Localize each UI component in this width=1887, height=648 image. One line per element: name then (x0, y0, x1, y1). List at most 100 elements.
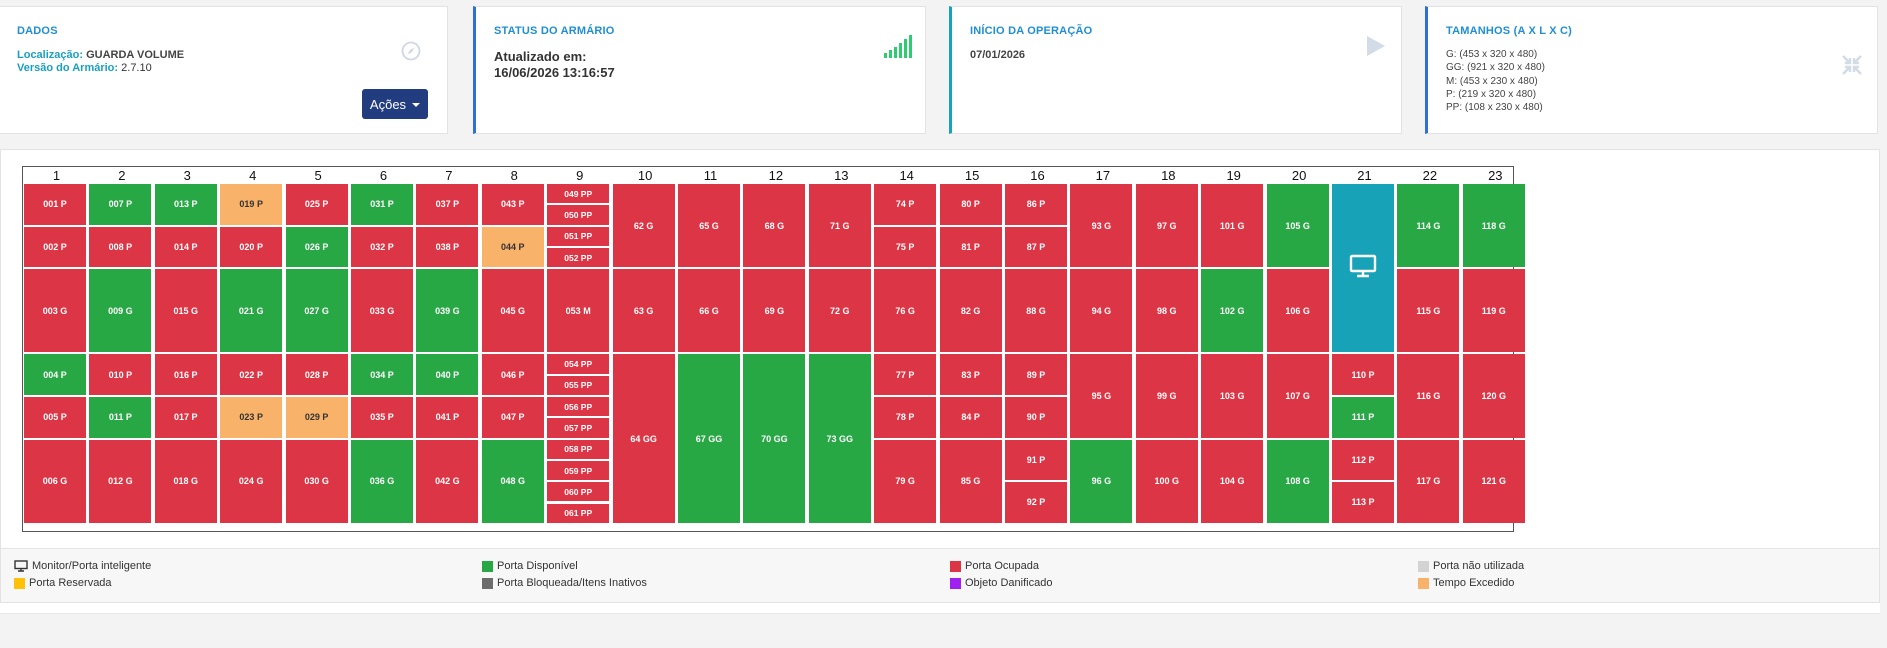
locker-door[interactable]: 98 G (1135, 269, 1198, 353)
locker-door[interactable]: 010 P (89, 354, 152, 395)
locker-door[interactable]: 017 P (154, 397, 217, 438)
locker-door[interactable]: 91 P (1005, 439, 1067, 481)
locker-door[interactable]: 054 PP (547, 354, 610, 374)
locker-door[interactable]: 031 P (351, 184, 413, 225)
locker-door[interactable]: 056 PP (547, 397, 610, 417)
locker-door[interactable]: 75 P (874, 226, 937, 268)
locker-door[interactable]: 101 G (1201, 184, 1264, 268)
locker-door[interactable]: 004 P (24, 354, 86, 395)
locker-door[interactable]: 87 P (1005, 226, 1067, 268)
locker-door[interactable]: 040 P (416, 354, 479, 395)
locker-door[interactable]: 039 G (416, 269, 479, 353)
locker-door[interactable]: 121 G (1462, 439, 1525, 523)
locker-door[interactable]: 72 G (808, 269, 871, 353)
locker-door[interactable]: 93 G (1070, 184, 1133, 268)
locker-door[interactable]: 050 PP (547, 205, 610, 225)
locker-door[interactable]: 008 P (89, 226, 152, 268)
locker-door[interactable]: 86 P (1005, 184, 1067, 225)
locker-door[interactable]: 113 P (1332, 482, 1394, 523)
locker-door[interactable]: 89 P (1005, 354, 1067, 395)
locker-door[interactable]: 006 G (24, 439, 86, 523)
locker-door[interactable]: 70 GG (743, 354, 806, 523)
locker-door[interactable]: 104 G (1201, 439, 1264, 523)
locker-door[interactable]: 041 P (416, 397, 479, 438)
locker-door[interactable]: 107 G (1266, 354, 1329, 438)
locker-door[interactable]: 64 GG (612, 354, 675, 523)
locker-door[interactable]: 85 G (939, 439, 1002, 523)
locker-door[interactable]: 110 P (1332, 354, 1394, 395)
locker-door[interactable]: 90 P (1005, 397, 1067, 438)
locker-door[interactable]: 78 P (874, 397, 937, 438)
locker-door[interactable]: 020 P (220, 226, 283, 268)
locker-door[interactable]: 028 P (285, 354, 348, 395)
locker-door[interactable]: 103 G (1201, 354, 1264, 438)
locker-door[interactable]: 120 G (1462, 354, 1525, 438)
locker-door[interactable]: 96 G (1070, 439, 1133, 523)
monitor-door[interactable] (1332, 184, 1394, 353)
locker-door[interactable]: 032 P (351, 226, 413, 268)
locker-door[interactable]: 025 P (285, 184, 348, 225)
locker-door[interactable]: 016 P (154, 354, 217, 395)
locker-door[interactable]: 042 G (416, 439, 479, 523)
locker-door[interactable]: 002 P (24, 226, 86, 268)
locker-door[interactable]: 034 P (351, 354, 413, 395)
locker-door[interactable]: 052 PP (547, 247, 610, 268)
locker-door[interactable]: 027 G (285, 269, 348, 353)
locker-door[interactable]: 048 G (481, 439, 544, 523)
locker-door[interactable]: 046 P (481, 354, 544, 395)
locker-door[interactable]: 65 G (678, 184, 740, 268)
locker-door[interactable]: 014 P (154, 226, 217, 268)
locker-door[interactable]: 019 P (220, 184, 283, 225)
locker-door[interactable]: 82 G (939, 269, 1002, 353)
locker-door[interactable]: 044 P (481, 226, 544, 268)
locker-door[interactable]: 047 P (481, 397, 544, 438)
locker-door[interactable]: 114 G (1397, 184, 1460, 268)
locker-door[interactable]: 049 PP (547, 184, 610, 204)
actions-button[interactable]: Ações (362, 89, 428, 119)
locker-door[interactable]: 059 PP (547, 460, 610, 481)
locker-door[interactable]: 68 G (743, 184, 806, 268)
locker-door[interactable]: 045 G (481, 269, 544, 353)
locker-door[interactable]: 009 G (89, 269, 152, 353)
locker-door[interactable]: 003 G (24, 269, 86, 353)
locker-door[interactable]: 105 G (1266, 184, 1329, 268)
locker-door[interactable]: 007 P (89, 184, 152, 225)
locker-door[interactable]: 116 G (1397, 354, 1460, 438)
locker-door[interactable]: 043 P (481, 184, 544, 225)
locker-door[interactable]: 67 GG (678, 354, 740, 523)
locker-door[interactable]: 83 P (939, 354, 1002, 395)
locker-door[interactable]: 71 G (808, 184, 871, 268)
locker-door[interactable]: 051 PP (547, 226, 610, 246)
locker-door[interactable]: 013 P (154, 184, 217, 225)
locker-door[interactable]: 99 G (1135, 354, 1198, 438)
locker-door[interactable]: 100 G (1135, 439, 1198, 523)
locker-door[interactable]: 95 G (1070, 354, 1133, 438)
locker-door[interactable]: 119 G (1462, 269, 1525, 353)
locker-door[interactable]: 111 P (1332, 397, 1394, 438)
locker-door[interactable]: 115 G (1397, 269, 1460, 353)
locker-door[interactable]: 033 G (351, 269, 413, 353)
locker-door[interactable]: 69 G (743, 269, 806, 353)
locker-door[interactable]: 84 P (939, 397, 1002, 438)
locker-door[interactable]: 80 P (939, 184, 1002, 225)
locker-door[interactable]: 79 G (874, 439, 937, 523)
locker-door[interactable]: 058 PP (547, 439, 610, 459)
locker-door[interactable]: 97 G (1135, 184, 1198, 268)
locker-door[interactable]: 053 M (547, 269, 610, 353)
locker-door[interactable]: 038 P (416, 226, 479, 268)
locker-door[interactable]: 015 G (154, 269, 217, 353)
locker-door[interactable]: 112 P (1332, 439, 1394, 481)
locker-door[interactable]: 005 P (24, 397, 86, 438)
locker-door[interactable]: 061 PP (547, 503, 610, 523)
locker-door[interactable]: 012 G (89, 439, 152, 523)
locker-door[interactable]: 117 G (1397, 439, 1460, 523)
locker-door[interactable]: 74 P (874, 184, 937, 225)
compress-icon[interactable] (1841, 54, 1863, 81)
locker-door[interactable]: 024 G (220, 439, 283, 523)
locker-door[interactable]: 030 G (285, 439, 348, 523)
locker-door[interactable]: 102 G (1201, 269, 1264, 353)
locker-door[interactable]: 018 G (154, 439, 217, 523)
locker-door[interactable]: 037 P (416, 184, 479, 225)
locker-door[interactable]: 011 P (89, 397, 152, 438)
locker-door[interactable]: 029 P (285, 397, 348, 438)
